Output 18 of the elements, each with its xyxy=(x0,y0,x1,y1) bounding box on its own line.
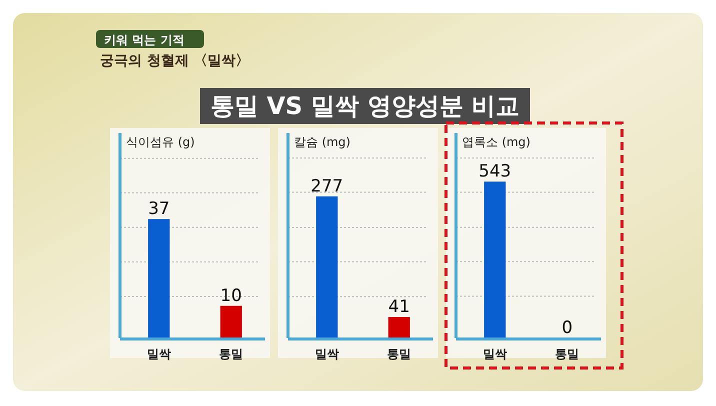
x-tick-label: 통밀 xyxy=(555,347,580,361)
y-axis-title: 엽록소 (mg) xyxy=(462,135,530,149)
text: 키워 먹는 기적 xyxy=(104,33,184,47)
y-axis-title: 칼슘 (mg) xyxy=(294,135,350,149)
data-label: 41 xyxy=(388,297,410,318)
data-label: 277 xyxy=(310,176,344,196)
data-label: 543 xyxy=(478,162,512,182)
data-label: 0 xyxy=(562,318,573,338)
y-axis-title: 식이섬유 (g) xyxy=(126,135,195,149)
x-tick-label: 통밀 xyxy=(387,347,412,361)
x-tick-label: 밀싹 xyxy=(146,347,171,361)
x-tick-label: 통밀 xyxy=(219,347,244,361)
x-tick-label: 밀싹 xyxy=(482,347,507,361)
data-label: 10 xyxy=(220,286,242,306)
data-label: 37 xyxy=(148,199,170,220)
text: 통밀 VS 밀싹 영양성분 비교 xyxy=(210,92,520,120)
x-tick-label: 밀싹 xyxy=(314,347,339,361)
text: 궁극의 청혈제 〈밀싹〉 xyxy=(100,53,250,69)
